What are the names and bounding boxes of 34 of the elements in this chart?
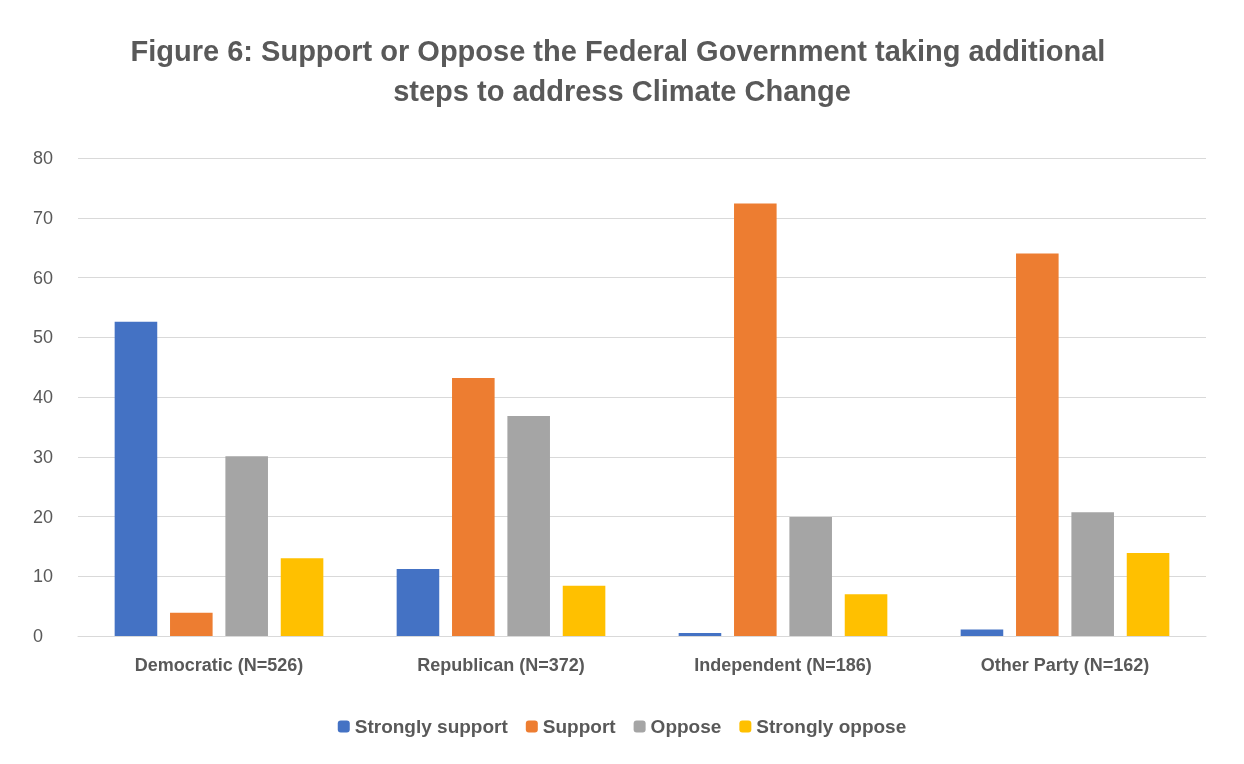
legend-label: Support — [542, 716, 617, 737]
legend-label: Oppose — [650, 716, 722, 737]
bar — [734, 203, 777, 636]
y-tick-label: 0 — [33, 626, 44, 646]
bar — [562, 585, 606, 636]
bar — [507, 416, 550, 636]
chart-title: Figure 6: Support or Oppose the Federal Government taking additional steps to address Climate Change — [130, 35, 1114, 107]
y-tick-label: 60 — [33, 267, 54, 288]
bar — [114, 321, 158, 636]
bar — [1071, 512, 1114, 636]
bar — [225, 456, 268, 636]
y-tick-label: 50 — [33, 327, 54, 348]
bar — [1126, 552, 1170, 636]
x-tick-label: Democratic (N=526) — [134, 655, 304, 675]
bar — [452, 377, 495, 636]
bar — [1016, 253, 1059, 636]
x-tick-label: Other Party (N=162) — [980, 655, 1150, 675]
legend-label: Strongly support — [354, 716, 509, 737]
bar — [844, 594, 888, 636]
bar — [170, 612, 213, 636]
bar — [789, 517, 832, 636]
x-tick-label: Republican (N=372) — [417, 655, 585, 675]
y-tick-label: 10 — [33, 566, 54, 587]
bar — [960, 629, 1004, 636]
y-tick-label: 20 — [33, 506, 54, 527]
y-tick-label: 30 — [33, 446, 54, 467]
bar — [678, 633, 722, 636]
x-tick-label: Independent (N=186) — [694, 655, 872, 675]
legend-label: Strongly oppose — [756, 716, 907, 737]
y-tick-label: 40 — [33, 387, 54, 407]
bar — [280, 558, 324, 636]
bar — [396, 569, 440, 636]
y-tick-label: 80 — [33, 148, 54, 168]
y-tick-label: 70 — [33, 207, 54, 228]
